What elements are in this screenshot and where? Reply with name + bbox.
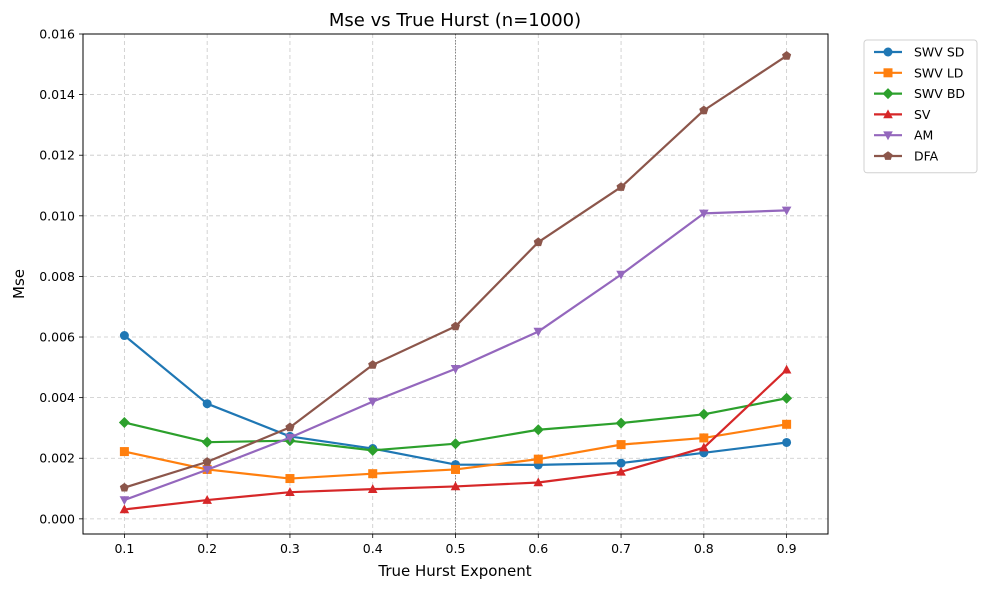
series-sv (119, 364, 792, 514)
data-point (616, 440, 626, 450)
data-point (616, 458, 626, 468)
data-point (119, 496, 130, 506)
data-point (367, 397, 378, 407)
x-axis-title: True Hurst Exponent (377, 562, 531, 580)
plot-border (82, 33, 829, 535)
data-point (616, 466, 626, 476)
data-point (285, 474, 295, 484)
data-point (119, 331, 129, 341)
data-point (201, 436, 213, 448)
series-dfa (119, 51, 792, 492)
legend-marker (882, 88, 894, 100)
data-point (781, 206, 792, 216)
y-tick-label: 0.014 (39, 87, 75, 102)
legend-item: SWV SD (874, 45, 964, 60)
data-point (367, 444, 379, 456)
data-point (450, 365, 461, 374)
data-point (698, 408, 710, 420)
legend-marker (883, 109, 893, 119)
data-point (119, 482, 129, 492)
x-tick-label: 0.7 (611, 541, 631, 556)
x-tick-label: 0.9 (777, 541, 797, 556)
data-point (368, 360, 378, 369)
data-point (533, 454, 543, 464)
data-point (616, 270, 626, 280)
legend-item: SWV LD (874, 65, 963, 80)
data-point (781, 364, 792, 374)
legend-marker (883, 47, 893, 57)
series-am (119, 206, 792, 506)
data-point (285, 487, 295, 496)
data-point (451, 464, 460, 474)
legend-label: SWV SD (914, 45, 964, 60)
legend-label: SWV BD (914, 86, 965, 101)
y-tick-label: 0.008 (39, 269, 75, 284)
x-tick-label: 0.4 (363, 541, 383, 556)
data-point (450, 438, 461, 450)
data-point (450, 481, 461, 491)
data-point (202, 457, 212, 466)
x-tick-label: 0.8 (694, 541, 714, 556)
data-point (533, 477, 544, 487)
data-point (532, 424, 544, 436)
y-axis-title: Mse (10, 269, 28, 299)
y-tick-label: 0.012 (39, 148, 75, 163)
data-point (119, 447, 129, 457)
data-point (202, 495, 212, 504)
data-point (118, 416, 130, 428)
data-point (615, 417, 627, 429)
legend-label: DFA (914, 149, 939, 164)
data-point (368, 469, 378, 479)
data-point (202, 399, 212, 409)
x-tick-label: 0.3 (280, 541, 300, 556)
y-tick-label: 0.006 (39, 330, 75, 345)
data-point (781, 392, 793, 404)
y-tick-label: 0.004 (39, 390, 75, 405)
y-tick-label: 0.000 (39, 511, 75, 526)
data-point (699, 209, 709, 219)
data-point (616, 182, 626, 191)
x-tick-label: 0.6 (528, 541, 548, 556)
chart-title: Mse vs True Hurst (n=1000) (329, 10, 581, 31)
x-tick-label: 0.5 (446, 541, 466, 556)
y-tick-label: 0.010 (39, 208, 75, 223)
x-tick-label: 0.2 (197, 541, 217, 556)
data-point (285, 433, 295, 443)
data-point (285, 422, 295, 432)
legend-item: AM (874, 128, 933, 143)
data-point (533, 327, 544, 337)
data-point (699, 442, 709, 452)
data-point (533, 237, 543, 247)
series-swv-bd (118, 392, 793, 456)
y-tick-label: 0.002 (39, 451, 75, 466)
plot-frame (82, 33, 829, 535)
legend-label: AM (914, 128, 933, 143)
legend-marker (883, 131, 893, 141)
data-point (782, 51, 792, 60)
series-layer (118, 51, 793, 514)
legend-item: SV (874, 107, 931, 122)
legend-label: SV (914, 107, 931, 122)
data-point (782, 437, 792, 447)
legend-marker (883, 151, 893, 160)
data-point (699, 105, 709, 115)
legend-item: SWV BD (874, 86, 965, 101)
data-point (782, 419, 792, 429)
legend: SWV SD SWV LD SWV BD SV AM DFA (863, 39, 978, 174)
data-point (367, 484, 378, 493)
axes-layer: 0.1 0.2 0.3 0.4 0.5 0.6 0.7 0.8 0.9 0.000 0.002 0.0… (39, 27, 796, 557)
legend-label: SWV LD (914, 65, 963, 80)
data-point (202, 465, 212, 475)
data-point (119, 504, 130, 514)
legend-marker (883, 68, 893, 78)
data-point (699, 433, 709, 443)
y-tick-label: 0.016 (39, 27, 75, 42)
data-point (450, 321, 461, 331)
legend-item: DFA (874, 149, 939, 164)
x-tick-label: 0.1 (114, 541, 134, 556)
